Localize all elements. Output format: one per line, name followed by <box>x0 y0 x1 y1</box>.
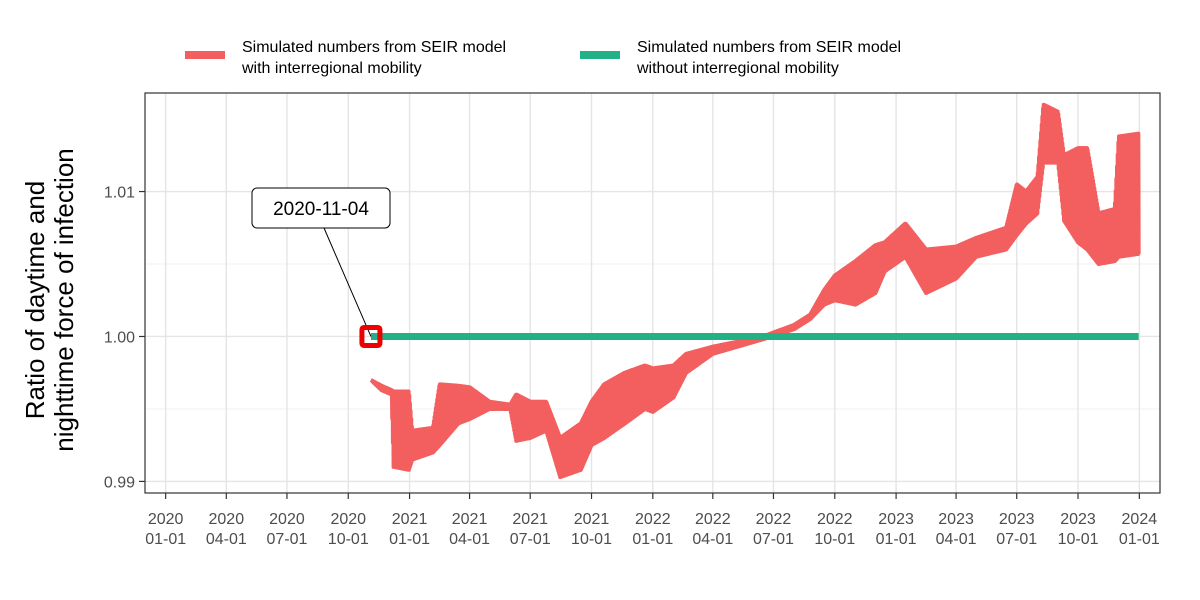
x-tick-label-date: 07-01 <box>510 531 551 548</box>
x-tick-label-date: 04-01 <box>692 531 733 548</box>
y-axis-title-line2: nighttime force of infection <box>49 148 79 452</box>
x-axis: 2020 01-01 2020 04-01 2020 07-01 2020 10-01 2021… <box>145 493 1160 548</box>
legend: Simulated numbers from SEIR model with i… <box>185 39 901 77</box>
x-tick-label-date: 10-01 <box>328 531 369 548</box>
x-tick-label-year: 2021 <box>512 511 548 528</box>
x-tick-label-year: 2022 <box>756 511 792 528</box>
annotation-label-box <box>251 187 391 229</box>
annotation-leader-line <box>323 227 372 337</box>
y-tick-label: 1.00 <box>104 329 135 346</box>
x-tick-label-date: 01-01 <box>389 531 430 548</box>
x-tick-label-year: 2020 <box>330 511 366 528</box>
x-tick-label-date: 01-01 <box>145 531 186 548</box>
x-tick-label-date: 07-01 <box>996 531 1037 548</box>
x-tick-label-date: 01-01 <box>876 531 917 548</box>
y-axis-title: Ratio of daytime and nighttime force of … <box>20 148 79 452</box>
x-tick-label-year: 2020 <box>269 511 305 528</box>
x-tick-label-year: 2021 <box>452 511 488 528</box>
annotation-marker <box>359 324 383 348</box>
x-tick-label-year: 2023 <box>938 511 974 528</box>
x-tick-label-date: 04-01 <box>449 531 490 548</box>
x-tick-label-year: 2022 <box>695 511 731 528</box>
y-axis: 0.99 1.00 1.01 <box>104 185 145 491</box>
legend-label-with-mobility-line1: Simulated numbers from SEIR model <box>242 39 506 56</box>
x-tick-label-date: 01-01 <box>632 531 673 548</box>
x-tick-label-date: 10-01 <box>571 531 612 548</box>
x-tick-label-date: 01-01 <box>1119 531 1160 548</box>
annotation: 2020-11-04 <box>251 187 391 348</box>
x-tick-label-date: 04-01 <box>206 531 247 548</box>
x-tick-label-date: 07-01 <box>753 531 794 548</box>
x-tick-label-year: 2021 <box>574 511 610 528</box>
y-axis-title-line1: Ratio of daytime and <box>20 181 50 419</box>
annotation-label: 2020-11-04 <box>273 199 369 220</box>
x-tick-label-year: 2020 <box>148 511 184 528</box>
x-tick-label-date: 10-01 <box>814 531 855 548</box>
y-tick-label: 0.99 <box>104 474 135 491</box>
x-tick-label-year: 2023 <box>999 511 1035 528</box>
legend-label-without-mobility-line2: without interregional mobility <box>636 60 839 77</box>
y-tick-label: 1.01 <box>104 185 135 202</box>
x-tick-label-date: 04-01 <box>936 531 977 548</box>
series-with-mobility-line <box>369 102 1141 480</box>
plot-area <box>369 102 1141 480</box>
x-tick-label-date: 10-01 <box>1058 531 1099 548</box>
x-tick-label-year: 2021 <box>392 511 428 528</box>
x-tick-label-year: 2022 <box>817 511 853 528</box>
legend-label-with-mobility-line2: with interregional mobility <box>241 60 422 77</box>
x-tick-label-year: 2024 <box>1122 511 1158 528</box>
x-tick-label-year: 2023 <box>1060 511 1096 528</box>
x-tick-label-date: 07-01 <box>266 531 307 548</box>
x-tick-label-year: 2023 <box>878 511 914 528</box>
x-tick-label-year: 2022 <box>635 511 671 528</box>
grid <box>145 93 1160 493</box>
legend-label-without-mobility-line1: Simulated numbers from SEIR model <box>637 39 901 56</box>
x-tick-label-year: 2020 <box>209 511 245 528</box>
